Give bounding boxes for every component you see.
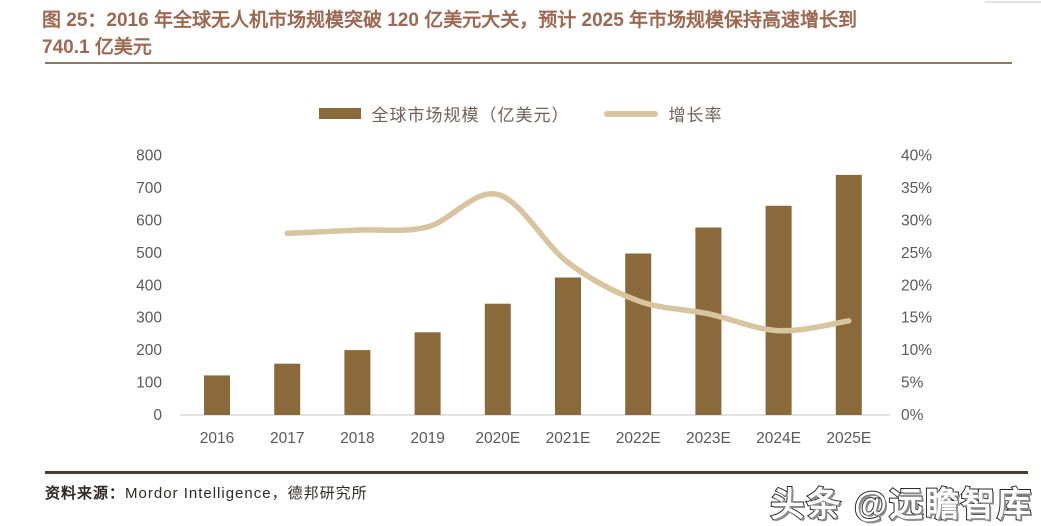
growth-rate-line: [284, 190, 852, 334]
x-axis-label-2019: 2019: [410, 430, 444, 447]
bar-2020E: [484, 303, 511, 415]
source-text: Mordor Intelligence，德邦研究所: [125, 485, 368, 502]
legend-item-growth-rate: 增长率: [603, 101, 723, 126]
bar-2022E: [625, 253, 652, 415]
watermark-text: 头条 @远瞻智库: [769, 485, 1033, 525]
bar-2025E: [835, 174, 862, 415]
x-axis-label-2017: 2017: [270, 430, 304, 447]
bar-2017: [274, 363, 301, 415]
x-axis-label-2023E: 2023E: [686, 430, 731, 447]
y-axis-right-label: 30%: [901, 212, 932, 229]
figure-title: 图 25：2016 年全球无人机市场规模突破 120 亿美元大关，预计 2025…: [42, 7, 1017, 61]
footer-divider-line: [45, 471, 1028, 474]
y-axis-right-label: 40%: [901, 148, 932, 165]
y-axis-right-label: 15%: [901, 310, 932, 327]
bar-2023E: [695, 227, 722, 415]
bar-2019: [414, 332, 441, 415]
bar-swatch-icon: [318, 108, 361, 119]
y-axis-left-label: 200: [136, 342, 162, 359]
y-axis-left-label: 100: [136, 375, 162, 392]
y-axis-left-label: 0: [153, 407, 162, 424]
x-axis-label-2022E: 2022E: [616, 430, 661, 447]
y-axis-left-label: 700: [136, 180, 162, 197]
x-axis-label-2018: 2018: [340, 430, 374, 447]
bar-2018: [344, 350, 371, 415]
chart-legend: 全球市场规模（亿美元） 增长率: [0, 101, 1041, 126]
bar-2016: [204, 375, 230, 415]
x-axis-label-2024E: 2024E: [756, 430, 801, 447]
title-divider-line: [45, 62, 1012, 64]
y-axis-left-label: 400: [136, 277, 162, 294]
y-axis-right-label: 20%: [901, 277, 932, 294]
y-axis-right-label: 5%: [901, 375, 924, 392]
y-axis-left-label: 500: [136, 245, 162, 262]
bar-2024E: [765, 205, 792, 415]
y-axis-right-label: 35%: [901, 180, 932, 197]
y-axis-left-label: 800: [136, 148, 162, 165]
bar-2021E: [555, 277, 581, 415]
line-swatch-icon: [603, 110, 658, 117]
x-axis-label-2020E: 2020E: [475, 430, 520, 447]
legend-label-market-size: 全球市场规模（亿美元）: [371, 106, 570, 125]
y-axis-right-label: 0%: [901, 407, 924, 424]
y-axis-right-label: 25%: [901, 245, 932, 262]
y-axis-left-label: 600: [136, 212, 162, 229]
figure-title-line1: 图 25：2016 年全球无人机市场规模突破 120 亿美元大关，预计 2025…: [42, 10, 858, 31]
x-axis-label-2021E: 2021E: [546, 430, 591, 447]
legend-item-market-size: 全球市场规模（亿美元）: [318, 101, 570, 126]
figure-title-line2: 740.1 亿美元: [42, 37, 152, 58]
source-label: 资料来源：: [45, 485, 126, 502]
y-axis-left-label: 300: [136, 310, 162, 327]
source-note: 资料来源：Mordor Intelligence，德邦研究所: [45, 482, 368, 503]
legend-label-growth-rate: 增长率: [668, 106, 723, 125]
x-axis-label-2016: 2016: [200, 430, 234, 447]
page-corner-line: [985, 1, 1041, 3]
x-axis-label-2025E: 2025E: [826, 430, 871, 447]
y-axis-right-label: 10%: [901, 342, 932, 359]
